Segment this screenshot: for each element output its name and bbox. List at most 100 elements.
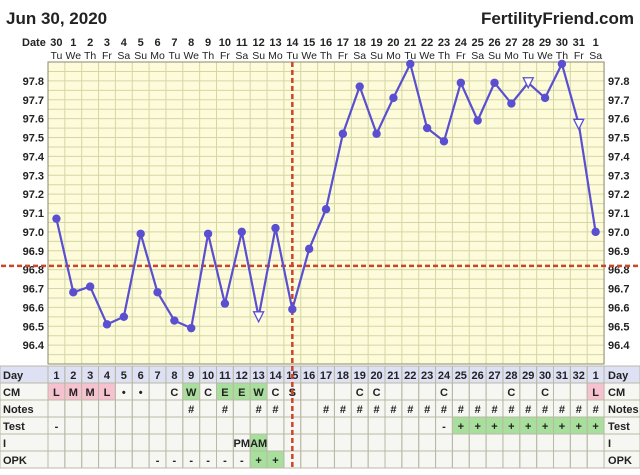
cell-text-notes: # [491,404,497,416]
temperature-point [69,288,78,297]
y-tick-label-right: 96.6 [608,302,629,314]
cell-text-opk: - [206,455,210,467]
weekday-label: Tu [286,50,298,62]
cell-text-day: 1 [593,370,599,382]
cell-text-notes: # [576,404,582,416]
temperature-point [355,82,364,91]
cell-text-cm: L [104,387,111,399]
cell-text-day: 5 [121,370,127,382]
y-tick-label-left: 97.4 [23,151,45,163]
weekday-label: Sa [117,50,130,62]
weekday-label: Th [438,50,450,62]
cell-text-day: 29 [522,370,534,382]
cell-text-cm: C [440,387,448,399]
cell-text-test: + [458,421,464,433]
date-label: 2 [87,37,93,49]
y-tick-label-left: 97.7 [23,95,44,107]
date-label: 14 [286,37,299,49]
cell-text-cm: M [86,387,95,399]
date-label: 31 [573,37,585,49]
weekday-label: Tu [50,50,62,62]
row-label-left-notes: Notes [3,404,34,416]
cell-text-opk: - [173,455,177,467]
cell-text-day: 14 [269,370,282,382]
cell-text-notes: # [441,404,447,416]
y-tick-label-right: 97.2 [608,189,629,201]
cell-text-cm: E [238,387,245,399]
row-label-right-cm: CM [608,387,625,399]
date-label: 10 [219,37,231,49]
temperature-point-open [252,311,265,324]
cell-text-test: - [442,421,446,433]
date-label: 6 [154,37,160,49]
date-label: 23 [438,37,450,49]
cell-text-notes: # [407,404,413,416]
cell-text-notes: # [525,404,531,416]
weekday-label: Su [134,50,147,62]
y-tick-label-left: 97.0 [23,227,44,239]
weekday-label: Sa [471,50,484,62]
cell-text-day: 19 [354,370,366,382]
date-label: 20 [387,37,399,49]
date-label: 28 [522,37,534,49]
cell-text-test: + [592,421,598,433]
y-tick-label-right: 96.7 [608,284,629,296]
cell-text-cm: C [373,387,381,399]
date-label: 1 [70,37,76,49]
cell-text-test: + [559,421,565,433]
date-label: 8 [188,37,194,49]
temperature-point [406,59,415,69]
temperature-point [422,123,432,133]
weekday-label: Fr [456,50,466,62]
weekday-label: Fr [574,50,584,62]
cell-text-notes: # [256,404,262,416]
weekday-label: Su [488,50,501,62]
cell-text-opk: + [272,455,278,467]
temperature-point [439,137,449,146]
cell-text-cm: C [507,387,515,399]
weekday-label: Mo [150,50,165,62]
temperature-point [271,223,280,233]
cell-text-test: - [55,421,59,433]
y-tick-label-left: 97.5 [23,133,44,145]
cell-text-i: PM [234,438,251,450]
weekday-label: Sa [589,50,602,62]
date-label: 12 [253,37,265,49]
date-label: 22 [421,37,433,49]
date-label: 11 [236,37,248,49]
cell-text-cm: C [204,387,212,399]
y-tick-label-right: 97.0 [608,227,629,239]
weekday-label: Su [370,50,383,62]
cell-text-day: 11 [219,370,231,382]
cell-text-day: 20 [370,370,382,382]
cell-text-day: 16 [303,370,315,382]
cell-text-day: 2 [70,370,76,382]
row-label-right-day: Day [608,370,629,382]
cell-text-test: + [542,421,548,433]
temperature-point [591,227,600,237]
date-row-label: Date [22,37,46,49]
cell-text-day: 12 [236,370,248,382]
row-label-right-notes: Notes [608,404,639,416]
temperature-point [473,116,482,125]
date-label: 17 [337,37,349,49]
temperature-point [490,78,499,87]
cell-text-day: 17 [320,370,332,382]
cell-text-day: 28 [505,370,517,382]
cell-text-day: 13 [253,370,265,382]
date-label: 21 [404,37,416,49]
y-tick-label-left: 96.5 [23,321,44,333]
y-tick-label-left: 96.9 [23,246,44,258]
temperature-point [237,227,246,237]
cell-text-notes: # [340,404,346,416]
temperature-point [52,214,61,223]
y-tick-label-right: 97.5 [608,133,629,145]
weekday-label: We [183,50,199,62]
temperature-point [338,129,348,138]
cell-text-notes: # [374,404,380,416]
cell-text-day: 31 [556,370,568,382]
cell-text-i: AM [250,438,267,450]
chart-date-title: Jun 30, 2020 [6,9,107,28]
date-label: 4 [121,37,128,49]
